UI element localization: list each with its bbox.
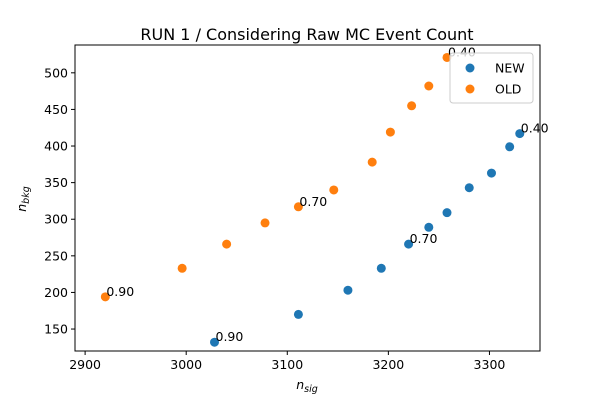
legend-label-old: OLD bbox=[495, 82, 521, 97]
series-new bbox=[210, 129, 525, 347]
x-axis-label: nsig bbox=[296, 377, 318, 395]
data-point-old bbox=[329, 185, 339, 195]
data-point-old bbox=[293, 202, 303, 212]
point-annotation: 0.70 bbox=[299, 194, 327, 209]
y-tick-label: 450 bbox=[44, 102, 68, 117]
data-point-old bbox=[177, 263, 187, 273]
data-point-old bbox=[222, 239, 232, 249]
x-tick-label: 3300 bbox=[474, 357, 506, 372]
data-point-old bbox=[100, 292, 110, 302]
data-point-new bbox=[293, 309, 303, 319]
y-tick-label: 300 bbox=[44, 212, 68, 227]
y-axis-label: nbkg bbox=[14, 186, 32, 212]
y-tick-label: 150 bbox=[44, 322, 68, 337]
data-points bbox=[100, 52, 525, 347]
data-point-old bbox=[260, 218, 270, 228]
x-axis-label-base: n bbox=[296, 377, 304, 392]
y-tick-label: 350 bbox=[44, 175, 68, 190]
data-point-new bbox=[343, 285, 353, 295]
legend-marker-old bbox=[465, 84, 475, 94]
point-annotation: 0.70 bbox=[410, 231, 438, 246]
y-tick-label: 500 bbox=[44, 65, 68, 80]
x-axis: 2900 3000 3100 3200 3300 bbox=[69, 351, 505, 372]
data-point-new bbox=[424, 222, 434, 232]
series-old bbox=[100, 52, 452, 302]
y-tick-label: 250 bbox=[44, 248, 68, 263]
data-point-old bbox=[442, 52, 452, 62]
legend-marker-new bbox=[465, 63, 475, 73]
data-point-old bbox=[424, 81, 434, 91]
y-tick-label: 200 bbox=[44, 285, 68, 300]
data-point-new bbox=[486, 168, 496, 178]
data-point-new bbox=[442, 208, 452, 218]
x-tick-label: 3200 bbox=[372, 357, 404, 372]
y-tick-label: 400 bbox=[44, 139, 68, 154]
chart-title: RUN 1 / Considering Raw MC Event Count bbox=[140, 25, 473, 44]
annotations: 0.900.700.400.900.700.40 bbox=[106, 44, 548, 344]
data-point-new bbox=[376, 263, 386, 273]
y-axis: 150 200 250 300 350 400 450 500 bbox=[44, 65, 75, 337]
point-annotation: 0.90 bbox=[106, 284, 134, 299]
legend: NEW OLD bbox=[449, 52, 534, 104]
data-point-new bbox=[464, 183, 474, 193]
plot-area bbox=[74, 44, 541, 352]
x-tick-label: 3000 bbox=[170, 357, 202, 372]
x-tick-label: 2900 bbox=[69, 357, 101, 372]
data-point-new bbox=[210, 337, 219, 347]
x-axis-label-sub: sig bbox=[304, 384, 318, 395]
point-annotation: 0.90 bbox=[216, 329, 244, 344]
data-point-new bbox=[515, 129, 525, 139]
data-point-new bbox=[505, 142, 515, 152]
data-point-new bbox=[404, 239, 414, 249]
data-point-old bbox=[385, 127, 395, 137]
point-annotation: 0.40 bbox=[521, 121, 549, 136]
data-point-old bbox=[367, 157, 377, 167]
plot-frame bbox=[74, 44, 541, 352]
y-axis-label-base: n bbox=[14, 204, 29, 212]
data-point-old bbox=[407, 101, 417, 111]
y-axis-label-sub: bkg bbox=[21, 186, 32, 204]
x-tick-label: 3100 bbox=[271, 357, 303, 372]
legend-label-new: NEW bbox=[495, 61, 525, 76]
